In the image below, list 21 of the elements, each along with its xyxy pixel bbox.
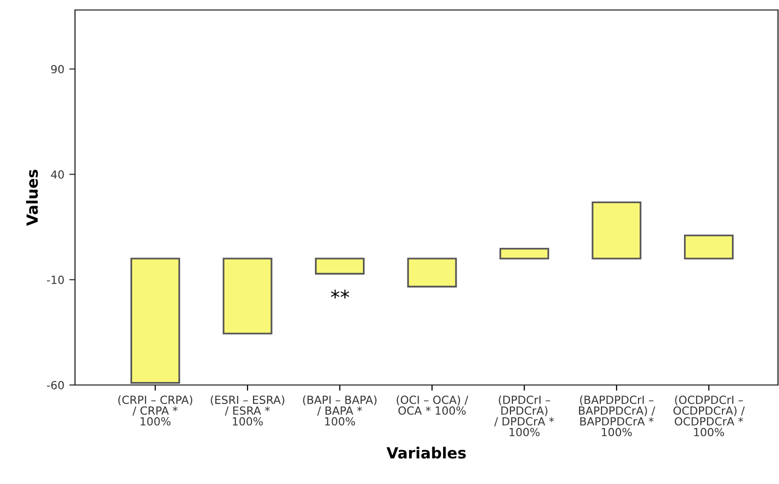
bar [499, 248, 550, 260]
bar [592, 202, 642, 260]
y-axis-title: Values [26, 170, 38, 226]
x-tick-label: (BAPDPDCrI – BAPDPDCrA) / BAPDPDCrA * 100% [579, 395, 656, 436]
bar [407, 258, 457, 288]
y-tick-label: 90 [51, 64, 64, 74]
x-tick-label: (DPDCrI – DPDCrA) / DPDCrA * 100% [494, 395, 554, 436]
y-tick-label: 40 [50, 170, 64, 179]
bar [684, 234, 734, 260]
bar [314, 258, 365, 275]
bar [130, 258, 180, 384]
y-tick-label: -60 [46, 380, 64, 390]
x-tick-label: (OCDPDCrI – OCDPDCrA) / OCDPDCrA * 100% [674, 395, 745, 436]
x-tick-label: (ESRI – ESRA) / ESRA * 100% [210, 395, 284, 426]
y-tick-label: -10 [46, 276, 64, 284]
bar [222, 258, 272, 334]
x-tick-label: (BAPI – BAPA) / BAPA * 100% [303, 395, 376, 426]
x-tick-label: (OCI – OCA) / OCA * 100% [396, 395, 468, 415]
x-tick-label: (CRPI – CRPA) / CRPA * 100% [118, 395, 192, 426]
annotation: ** [330, 290, 350, 299]
x-axis-title: Variables [386, 446, 466, 459]
